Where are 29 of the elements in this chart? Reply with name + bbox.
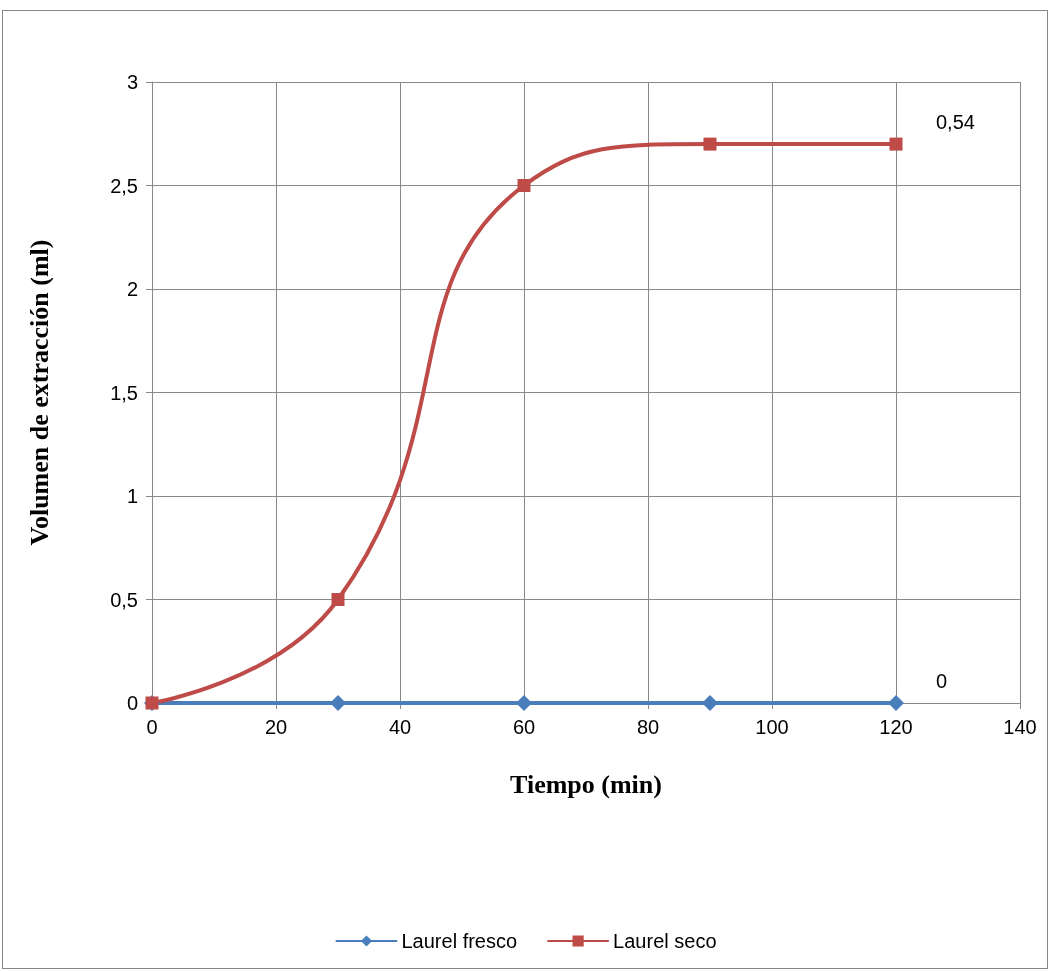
point [331, 593, 345, 606]
point [703, 137, 717, 151]
point [888, 695, 904, 711]
y-tick-label: 2,5 [110, 174, 138, 197]
y-tick-label: 1 [126, 485, 138, 507]
x-tick-label: 0 [146, 716, 158, 738]
point [702, 695, 718, 711]
y-tick-label: 1,5 [110, 381, 138, 404]
point [330, 695, 346, 711]
x-tick-label: 20 [264, 716, 288, 738]
point [517, 179, 531, 192]
point [516, 695, 532, 711]
annotation: 0,54 [936, 111, 975, 134]
x-axis-title: Tiempo (min) [510, 769, 662, 799]
y-axis-title: Volumen de extracción (ml) [24, 239, 54, 546]
x-tick-label: 40 [388, 716, 412, 738]
annotation: 0 [936, 670, 948, 692]
y-tick-label: 2 [126, 278, 138, 300]
x-tick-label: 100 [755, 716, 789, 738]
x-tick-label: 60 [512, 716, 536, 738]
y-tick-label: 0,5 [110, 588, 138, 611]
x-tick-label: 80 [636, 716, 660, 738]
point [889, 137, 903, 151]
y-tick-label: 0 [126, 692, 138, 714]
legend-label: Laurel seco [613, 930, 717, 952]
legend-label: Laurel fresco [401, 930, 518, 952]
x-tick-label: 120 [879, 716, 913, 738]
x-tick-label: 140 [1003, 716, 1037, 738]
y-tick-label: 3 [126, 71, 138, 93]
